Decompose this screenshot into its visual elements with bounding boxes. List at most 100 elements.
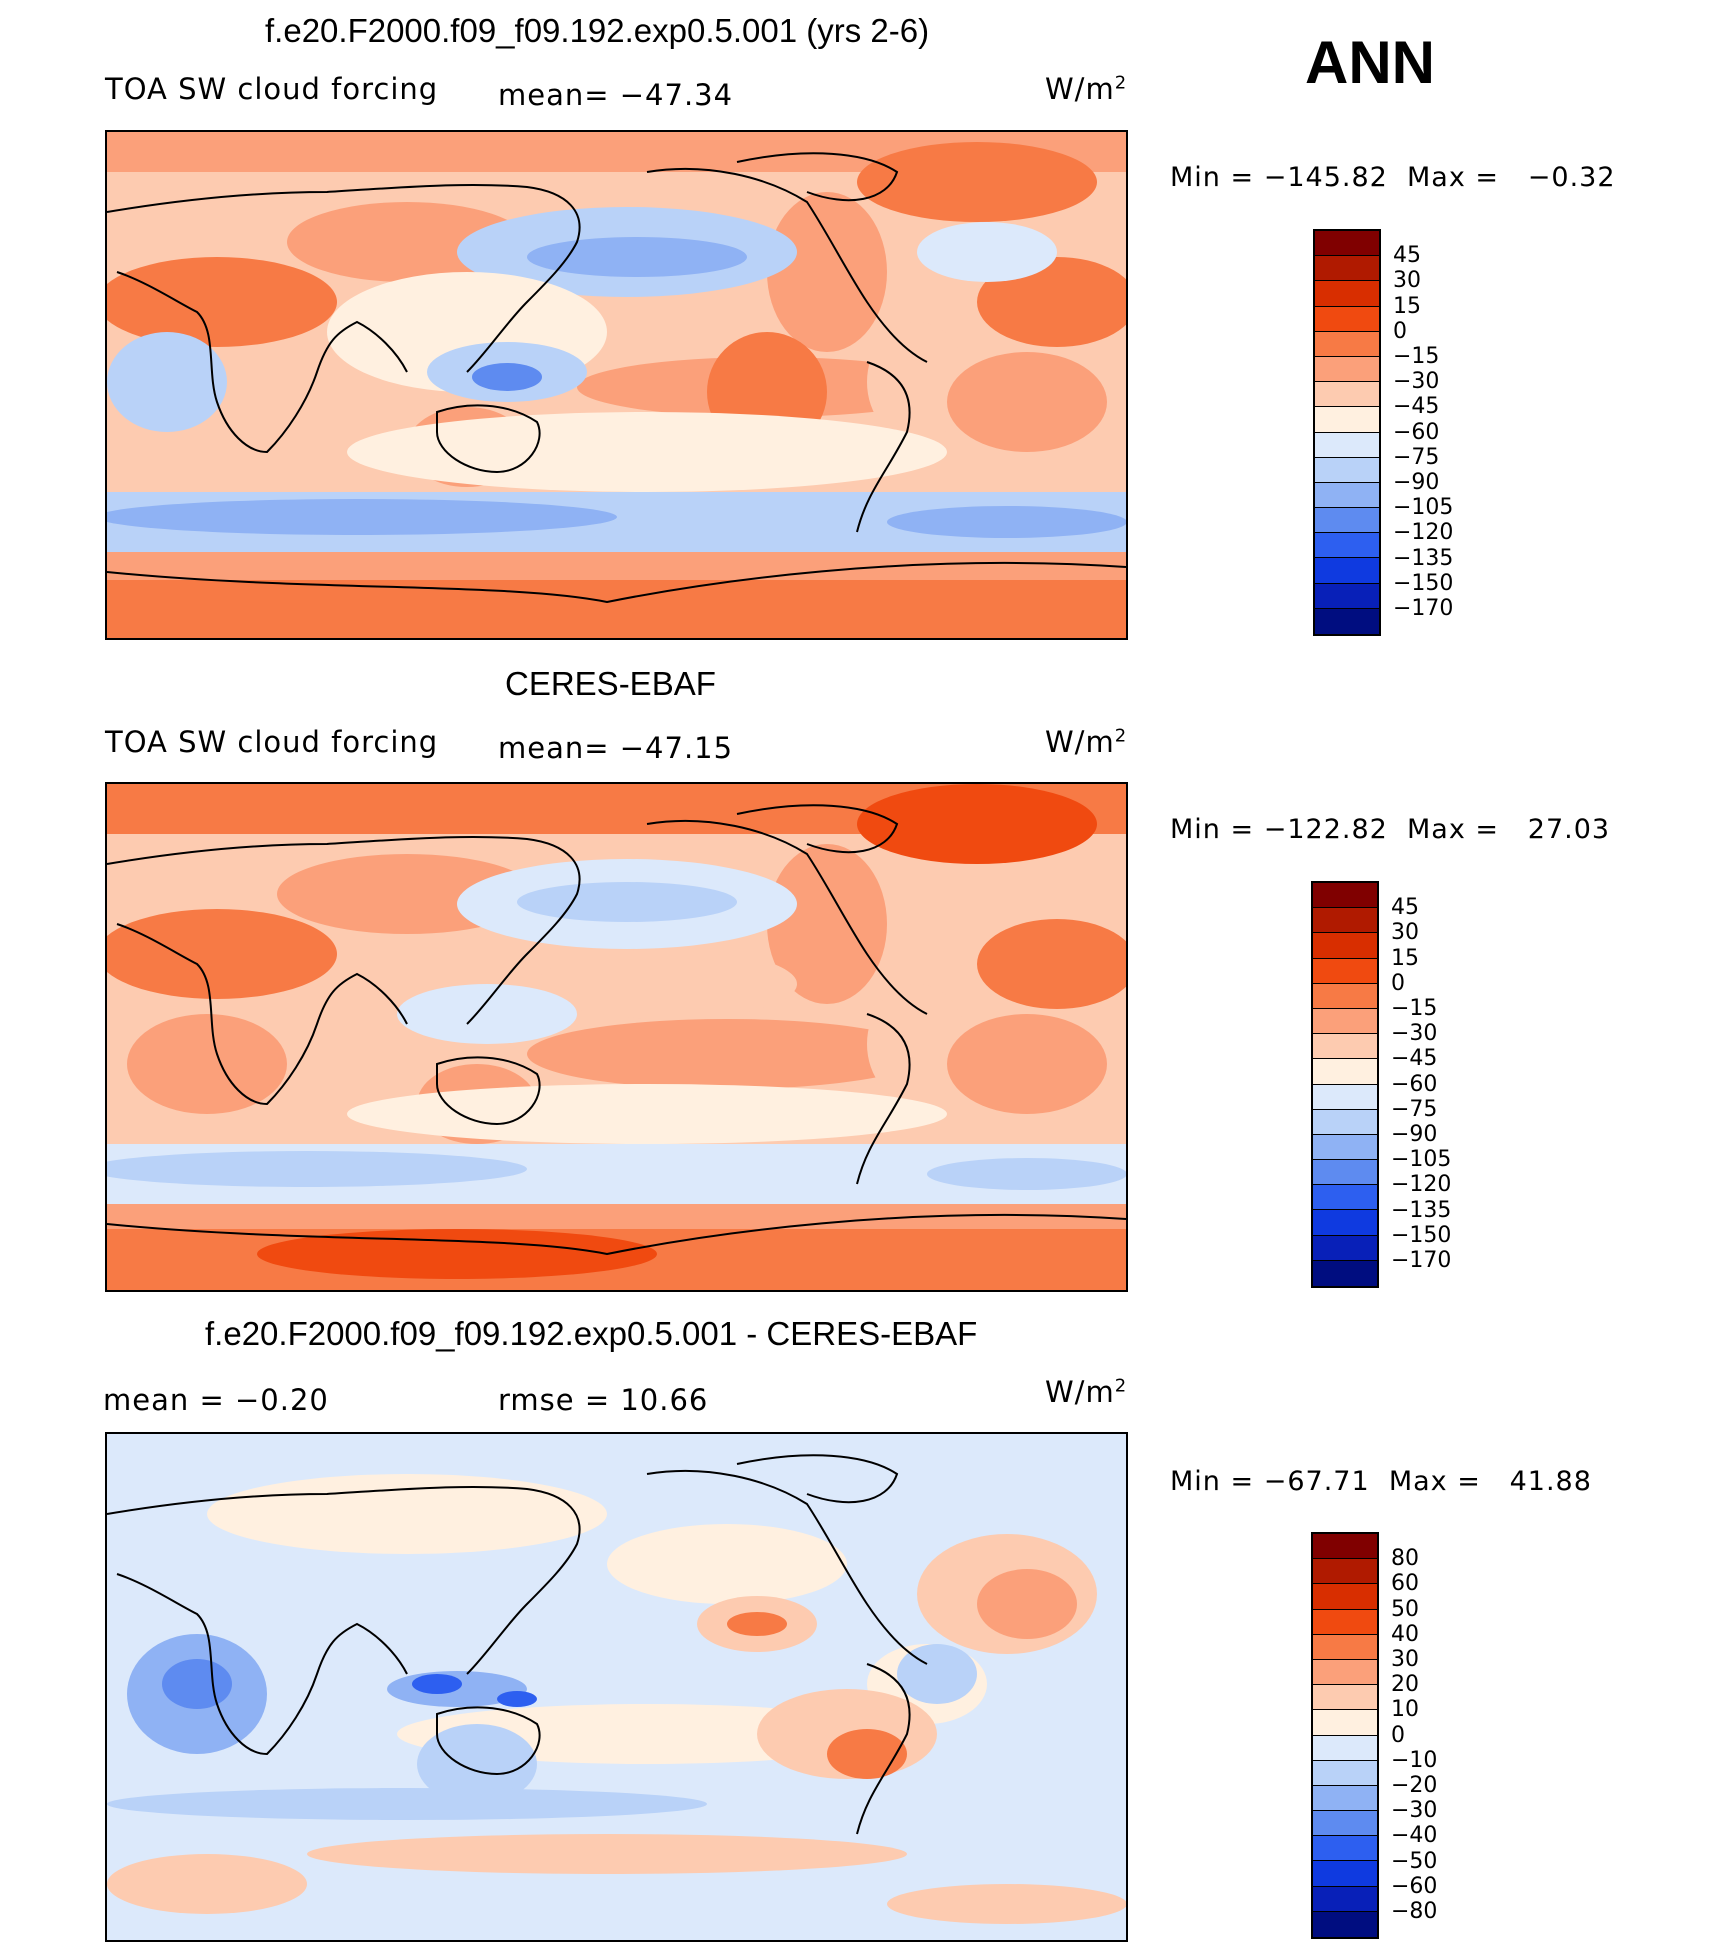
colorbar-tick-label: −135	[1391, 1197, 1452, 1223]
colorbar-swatch	[1313, 1260, 1377, 1286]
colorbar-tick-label: −75	[1391, 1096, 1438, 1122]
colorbar-tick-label: −15	[1393, 344, 1440, 369]
panel-3-minmax: Min = −67.71 Max = 41.88	[1170, 1466, 1592, 1497]
colorbar-tick-label: 30	[1393, 268, 1421, 294]
colorbar-tick-label: −20	[1391, 1773, 1438, 1798]
panel-3-units-text: W/m	[1045, 1375, 1115, 1409]
panel-1-minmax: Min = −145.82 Max = −0.32	[1170, 162, 1616, 193]
colorbar-tick-label: −60	[1393, 419, 1440, 445]
colorbar-swatch	[1315, 407, 1379, 433]
colorbar-tick-label: −120	[1393, 520, 1454, 546]
colorbar-swatch	[1315, 432, 1379, 458]
colorbar-swatch	[1313, 1609, 1377, 1635]
colorbar-tick-label: −15	[1391, 996, 1438, 1021]
colorbar-tick-label: 0	[1391, 970, 1405, 996]
colorbar-tick-label: 60	[1391, 1571, 1419, 1597]
panel-2-map	[105, 782, 1128, 1292]
panel-3-title: f.e20.F2000.f09_f09.192.exp0.5.001 - CER…	[205, 1315, 978, 1352]
colorbar-swatch	[1313, 933, 1377, 959]
panel-1-units-text: W/m	[1045, 72, 1115, 106]
colorbar-swatch	[1315, 382, 1379, 408]
colorbar-swatch	[1315, 306, 1379, 332]
colorbar-tick-label: 80	[1391, 1546, 1419, 1572]
panel-3-units: W/m2	[1045, 1375, 1127, 1409]
colorbar-tick-label: −60	[1391, 1071, 1438, 1097]
colorbar-tick-label: 20	[1391, 1672, 1419, 1698]
panel-2-units-sup: 2	[1114, 725, 1128, 747]
colorbar-swatch	[1313, 1760, 1377, 1786]
colorbar-swatch	[1313, 1109, 1377, 1135]
colorbar-tick-label: −80	[1391, 1899, 1438, 1924]
colorbar-tick-label: −105	[1393, 495, 1454, 521]
colorbar-swatch	[1313, 1886, 1377, 1912]
colorbar-tick-label: −50	[1391, 1848, 1438, 1874]
colorbar-swatch	[1313, 1584, 1377, 1610]
colorbar-tick-label: −60	[1391, 1873, 1438, 1899]
panel-3-max-value: 41.88	[1509, 1466, 1592, 1497]
colorbar-tick-label: 0	[1391, 1722, 1405, 1748]
panel-3-map	[105, 1432, 1128, 1942]
panel-3-units-sup: 2	[1114, 1375, 1128, 1397]
colorbar-swatch	[1313, 1911, 1377, 1937]
colorbar-swatch	[1315, 533, 1379, 559]
panel-1-map	[105, 130, 1128, 640]
colorbar-swatch	[1313, 1034, 1377, 1060]
panel-3-colorbar	[1311, 1532, 1379, 1940]
colorbar-swatch	[1313, 1659, 1377, 1686]
colorbar-tick-label: −30	[1391, 1021, 1438, 1047]
colorbar-swatch	[1313, 1008, 1377, 1035]
colorbar-tick-label: −150	[1391, 1222, 1452, 1248]
colorbar-tick-label: −45	[1391, 1046, 1438, 1072]
panel-2-mean-label: mean= −47.15	[498, 731, 734, 765]
season-label: ANN	[1305, 29, 1435, 96]
colorbar-swatch	[1315, 256, 1379, 282]
colorbar-swatch	[1313, 958, 1377, 984]
panel-1-max-label: Max	[1407, 162, 1466, 193]
colorbar-swatch	[1313, 1235, 1377, 1261]
colorbar-swatch	[1313, 1134, 1377, 1161]
colorbar-swatch	[1315, 608, 1379, 634]
colorbar-swatch	[1315, 356, 1379, 383]
colorbar-tick-label: 45	[1391, 895, 1419, 921]
panel-2-minmax: Min = −122.82 Max = 27.03	[1170, 814, 1611, 845]
colorbar-tick-label: −120	[1391, 1172, 1452, 1198]
panel-3-rmse-label: rmse = 10.66	[498, 1383, 709, 1417]
colorbar-swatch	[1315, 281, 1379, 307]
colorbar-tick-label: 15	[1393, 293, 1421, 319]
panel-1-colorbar	[1313, 229, 1381, 637]
panel-3-mean-label: mean = −0.20	[103, 1383, 329, 1417]
panel-2-min-label: Min	[1170, 814, 1221, 845]
panel-1-min-label: Min	[1170, 162, 1221, 193]
colorbar-swatch	[1315, 331, 1379, 357]
colorbar-tick-label: −170	[1391, 1248, 1452, 1273]
colorbar-swatch	[1313, 1084, 1377, 1110]
panel-2-max-label: Max	[1407, 814, 1466, 845]
colorbar-swatch	[1313, 883, 1377, 909]
colorbar-tick-label: −75	[1393, 444, 1440, 470]
panel-2-field-label: TOA SW cloud forcing	[105, 725, 439, 759]
colorbar-tick-label: 45	[1393, 243, 1421, 269]
colorbar-tick-label: −105	[1391, 1147, 1452, 1173]
colorbar-tick-label: 30	[1391, 1647, 1419, 1672]
panel-1-max-value: −0.32	[1527, 162, 1616, 193]
colorbar-swatch	[1313, 1210, 1377, 1236]
colorbar-tick-label: −170	[1393, 596, 1454, 621]
panel-2-min-value: −122.82	[1263, 814, 1388, 845]
colorbar-swatch	[1315, 482, 1379, 509]
panel-1-field-label: TOA SW cloud forcing	[105, 72, 439, 106]
panel-2-units: W/m2	[1045, 725, 1127, 759]
colorbar-swatch	[1315, 457, 1379, 483]
colorbar-tick-label: 15	[1391, 945, 1419, 971]
colorbar-swatch	[1313, 1634, 1377, 1660]
colorbar-swatch	[1313, 1160, 1377, 1186]
colorbar-swatch	[1313, 1861, 1377, 1887]
colorbar-swatch	[1315, 508, 1379, 534]
panel-1-units-sup: 2	[1114, 72, 1128, 94]
colorbar-swatch	[1313, 1836, 1377, 1862]
colorbar-tick-label: −30	[1393, 369, 1440, 395]
panel-3-min-label: Min	[1170, 1466, 1221, 1497]
panel-2-colorbar	[1311, 881, 1379, 1289]
colorbar-tick-label: 30	[1391, 920, 1419, 946]
colorbar-tick-label: −90	[1393, 470, 1440, 495]
panel-2-units-text: W/m	[1045, 725, 1115, 759]
